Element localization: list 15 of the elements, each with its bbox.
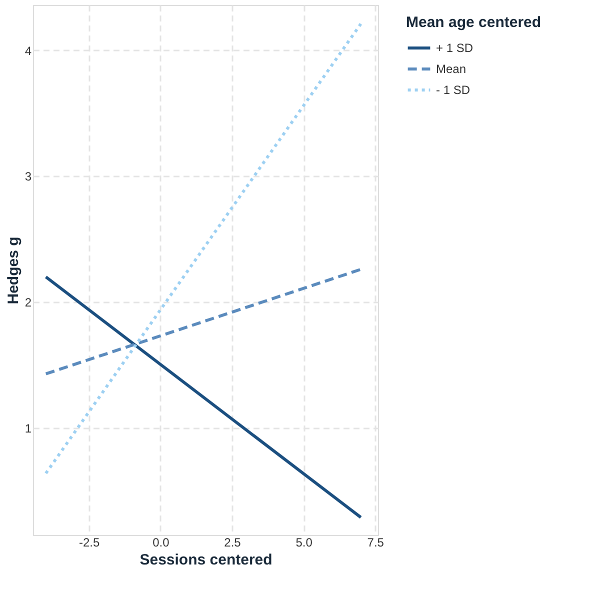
y-axis-title: Hedges g	[4, 236, 22, 304]
legend-title: Mean age centered	[406, 14, 542, 31]
x-axis-title: Sessions centered	[140, 552, 272, 568]
x-tick-label: 2.5	[224, 536, 242, 550]
x-tick-label: 7.5	[367, 536, 384, 550]
legend-label: + 1 SD	[436, 41, 474, 55]
y-tick-label: 1	[24, 421, 32, 436]
x-tick-label: 5.0	[296, 536, 313, 550]
y-tick-label: 4	[24, 44, 32, 58]
y-tick-label: 3	[24, 170, 32, 184]
y-tick-label: 2	[24, 296, 32, 310]
legend-label: - 1 SD	[436, 83, 470, 97]
x-tick-label: 0.0	[152, 536, 170, 550]
legend-label: Mean	[436, 62, 466, 76]
x-tick-label: -2.5	[78, 536, 100, 550]
